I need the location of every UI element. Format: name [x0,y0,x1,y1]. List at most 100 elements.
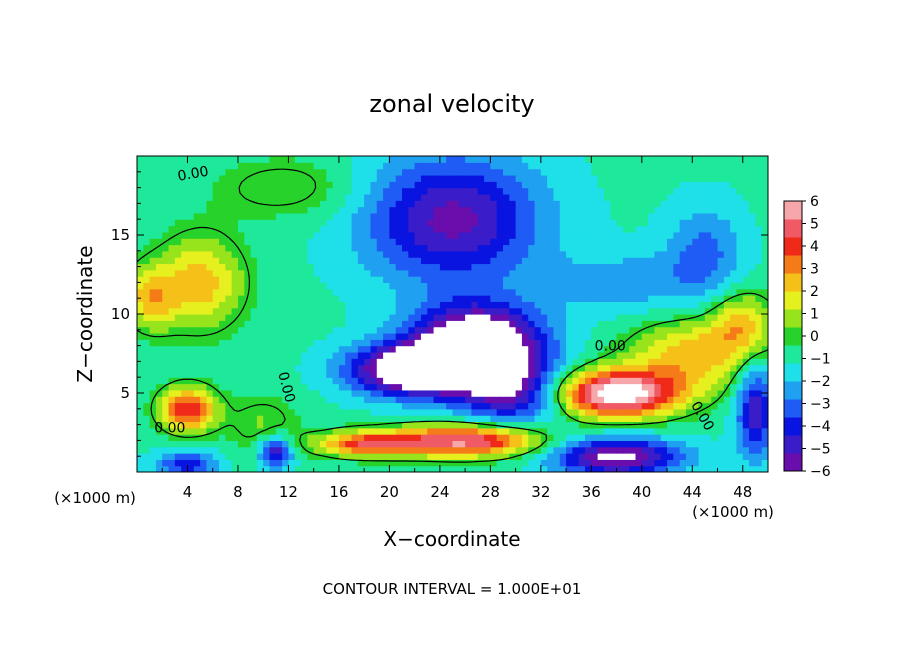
field-cell [408,162,416,170]
field-cell [351,181,359,189]
field-cell [345,244,353,252]
field-cell [427,244,435,252]
field-cell [755,225,763,233]
field-cell [484,156,491,163]
field-cell [326,181,334,189]
field-cell [490,320,498,328]
field-cell [376,200,384,208]
field-cell [673,250,681,258]
field-cell [351,427,359,435]
field-cell [389,351,397,359]
field-cell [414,453,422,460]
field-cell [679,465,687,472]
field-cell [648,339,656,347]
field-cell [477,339,485,347]
field-cell [357,453,365,460]
field-cell [288,301,296,309]
field-cell [200,301,208,309]
field-cell [187,250,195,258]
field-cell [730,351,738,359]
field-cell [149,402,157,410]
field-cell [231,162,239,170]
field-cell [288,156,296,163]
field-cell [730,156,738,163]
field-cell [244,446,252,454]
field-cell [736,212,744,220]
field-cell [446,187,454,195]
field-cell [212,257,220,265]
field-cell [162,326,170,334]
field-cell [761,301,768,309]
field-cell [742,282,750,290]
field-cell [673,345,681,353]
field-cell [319,181,327,189]
field-cell [351,187,359,195]
field-cell [578,326,586,334]
field-cell [383,446,390,454]
field-cell [294,206,302,214]
field-cell [547,421,555,429]
field-cell [256,389,264,397]
field-cell [414,364,422,372]
field-cell [742,377,750,385]
field-cell [654,427,662,435]
field-cell [288,389,296,397]
field-cell [212,396,220,404]
field-cell [597,162,605,170]
field-cell [395,244,403,252]
field-cell [206,162,214,170]
field-cell [641,174,649,182]
field-cell [370,244,378,252]
field-cell [704,377,712,385]
field-cell [174,415,182,423]
field-cell [269,276,277,283]
field-cell [256,231,264,239]
field-cell [137,276,144,283]
field-cell [496,276,504,283]
field-cell [528,370,536,378]
field-cell [395,415,403,423]
field-cell [477,421,485,429]
field-cell [326,415,334,423]
field-cell [755,288,763,296]
field-cell [351,326,359,334]
field-cell [616,440,624,448]
field-cell [742,231,750,239]
field-cell [256,212,264,220]
field-cell [477,156,485,163]
field-cell [219,181,226,189]
field-cell [307,181,315,189]
field-cell [219,427,226,435]
field-cell [616,301,624,309]
field-cell [635,465,643,472]
field-cell [572,231,580,239]
field-cell [420,345,428,353]
field-cell [414,257,422,265]
field-cell [477,225,485,233]
field-cell [622,295,630,302]
field-cell [282,263,290,271]
field-cell [585,427,592,435]
field-cell [629,408,637,416]
field-cell [667,219,674,227]
field-cell [137,162,144,170]
field-cell [231,402,239,410]
field-cell [250,257,258,265]
field-cell [534,193,542,201]
field-cell [509,389,517,397]
field-cell [471,263,479,271]
field-cell [338,408,346,416]
field-cell [692,295,700,302]
field-cell [256,440,264,448]
field-cell [502,383,510,391]
field-cell [137,269,144,277]
field-cell [301,465,308,472]
field-cell [755,219,763,227]
field-cell [414,276,422,283]
field-cell [174,295,182,302]
field-cell [704,238,712,246]
field-cell [370,301,378,309]
field-cell [370,440,378,448]
field-cell [313,219,321,227]
field-cell [212,421,220,429]
